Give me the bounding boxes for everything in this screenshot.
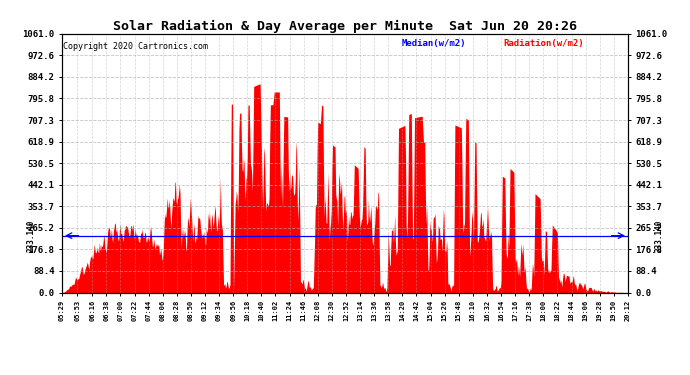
Text: Radiation(w/m2): Radiation(w/m2) bbox=[504, 39, 584, 48]
Text: 233.140: 233.140 bbox=[655, 219, 664, 252]
Text: Copyright 2020 Cartronics.com: Copyright 2020 Cartronics.com bbox=[63, 42, 208, 51]
Text: Median(w/m2): Median(w/m2) bbox=[402, 39, 466, 48]
Title: Solar Radiation & Day Average per Minute  Sat Jun 20 20:26: Solar Radiation & Day Average per Minute… bbox=[113, 20, 577, 33]
Text: 233.140: 233.140 bbox=[26, 219, 35, 252]
